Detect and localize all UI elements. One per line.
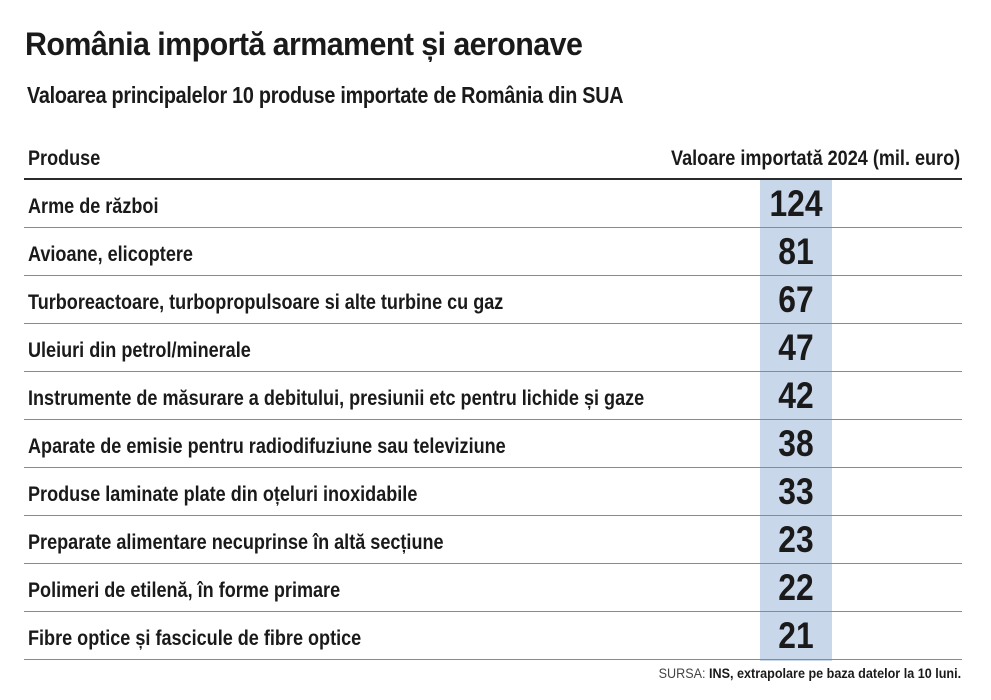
import-value: 124 (769, 183, 823, 224)
table-row: Produse laminate plate din oțeluri inoxi… (24, 468, 962, 516)
table-row: Turboreactoare, turbopropulsoare si alte… (24, 276, 962, 324)
import-value: 23 (778, 519, 814, 560)
product-label: Produse laminate plate din oțeluri inoxi… (28, 483, 418, 506)
chart-title: România importă armament și aeronave (25, 26, 583, 62)
table-row: Instrumente de măsurare a debitului, pre… (24, 372, 962, 420)
import-value: 38 (778, 423, 814, 464)
import-value: 47 (778, 327, 814, 368)
header-value: Valoare importată 2024 (mil. euro) (670, 147, 960, 170)
chart-subtitle: Valoarea principalelor 10 produse import… (27, 82, 624, 108)
product-label: Preparate alimentare necuprinse în altă … (28, 531, 444, 554)
import-value: 42 (778, 375, 814, 416)
import-value: 22 (778, 567, 814, 608)
import-value: 21 (778, 615, 814, 656)
source-note: SURSA: INS, extrapolare pe baza datelor … (658, 665, 961, 681)
product-label: Aparate de emisie pentru radiodifuziune … (28, 435, 506, 458)
product-label: Fibre optice și fascicule de fibre optic… (28, 627, 362, 650)
product-label: Polimeri de etilenă, în forme primare (28, 579, 341, 602)
product-label: Turboreactoare, turbopropulsoare si alte… (28, 291, 504, 314)
source-text: INS, extrapolare pe baza datelor la 10 l… (708, 665, 961, 681)
product-label: Uleiuri din petrol/minerale (28, 339, 251, 362)
table-row: Preparate alimentare necuprinse în altă … (24, 516, 962, 564)
table-row: Uleiuri din petrol/minerale 47 (24, 324, 962, 372)
import-value: 81 (778, 231, 814, 272)
table-row: Polimeri de etilenă, în forme primare 22 (24, 564, 962, 612)
import-value: 67 (778, 279, 814, 320)
header-products: Produse (28, 147, 101, 170)
table-row: Aparate de emisie pentru radiodifuziune … (24, 420, 962, 468)
source-label: SURSA: (658, 665, 706, 681)
data-table: Produse Valoare importată 2024 (mil. eur… (24, 136, 962, 661)
table-row: Arme de război 124 (24, 180, 962, 228)
product-label: Arme de război (28, 195, 159, 218)
table-row: Avioane, elicoptere 81 (24, 228, 962, 276)
product-label: Instrumente de măsurare a debitului, pre… (28, 387, 645, 410)
import-value: 33 (778, 471, 814, 512)
table-header: Produse Valoare importată 2024 (mil. eur… (24, 136, 962, 180)
product-label: Avioane, elicoptere (28, 243, 193, 266)
value-column-highlight (760, 180, 832, 661)
table-row: Fibre optice și fascicule de fibre optic… (24, 612, 962, 660)
